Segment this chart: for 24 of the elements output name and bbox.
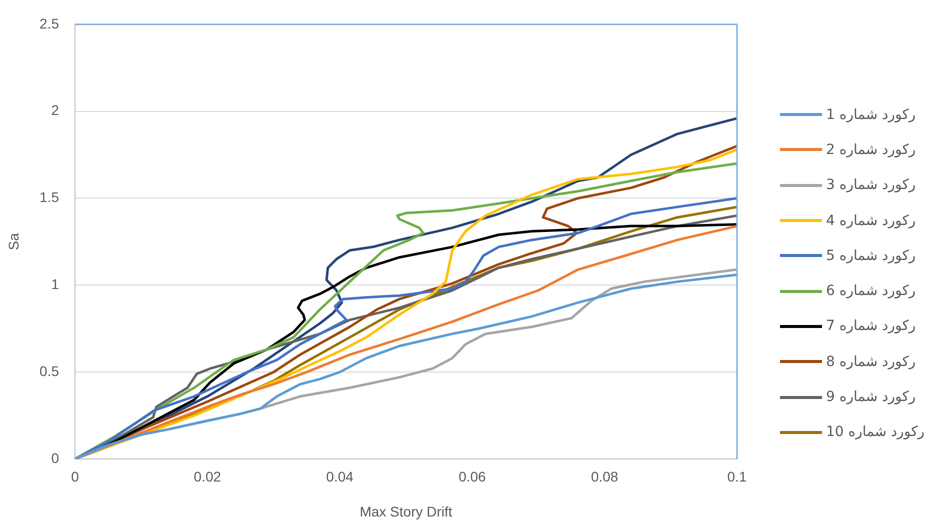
legend-label: رکورد شماره 7	[826, 318, 916, 334]
x-tick-label: 0.08	[590, 468, 618, 484]
legend-label: رکورد شماره 6	[826, 283, 916, 300]
y-tick-label: 1	[51, 276, 60, 292]
x-tick-label: 0	[71, 468, 80, 484]
x-tick-label: 0.04	[326, 468, 354, 484]
y-tick-label: 2.5	[40, 15, 60, 32]
legend-label: رکورد شماره 3	[826, 177, 916, 194]
x-tick-label: 0.1	[727, 468, 747, 484]
x-tick-label: 0.02	[194, 468, 222, 484]
legend-label: رکورد شماره 8	[826, 354, 916, 370]
legend-label: رکورد شماره 9	[826, 389, 916, 406]
y-tick-label: 1.5	[40, 189, 60, 206]
y-tick-label: 2	[51, 102, 60, 118]
legend-label: رکورد شماره 5	[826, 248, 916, 264]
legend-label: رکورد شماره 4	[826, 212, 916, 229]
legend-label: رکورد شماره 2	[826, 142, 916, 158]
legend-label: رکورد شماره 10	[826, 424, 925, 440]
y-axis-title: Sa	[5, 232, 22, 250]
x-tick-label: 0.06	[458, 468, 486, 484]
y-tick-label: 0	[51, 450, 60, 466]
y-tick-label: 0.5	[40, 362, 60, 379]
x-axis-title: Max Story Drift	[360, 503, 452, 520]
legend-label: رکورد شماره 1	[826, 106, 916, 123]
